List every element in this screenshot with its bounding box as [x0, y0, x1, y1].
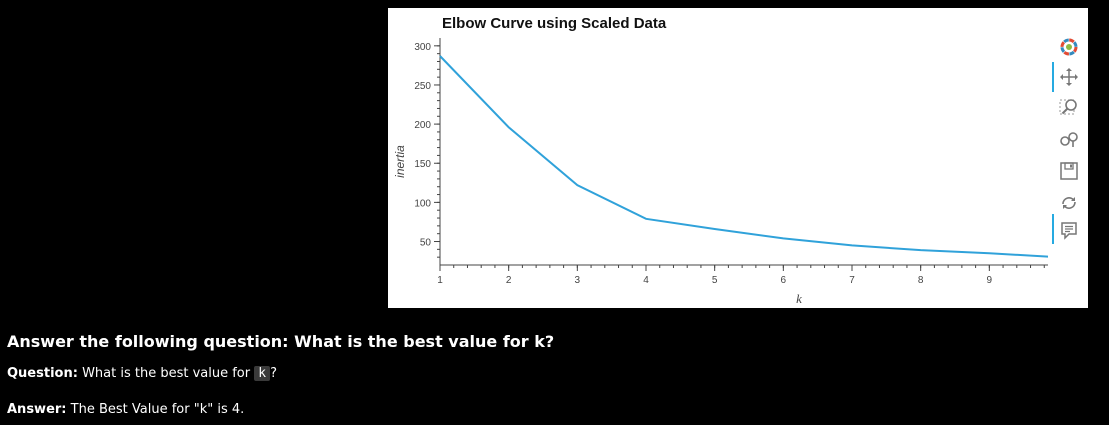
y-axis-label: inertia	[393, 145, 407, 178]
x-tick-label: 1	[437, 275, 443, 286]
reset-icon[interactable]	[1058, 192, 1082, 214]
data-point	[919, 248, 923, 252]
pan-icon[interactable]	[1058, 66, 1082, 88]
y-tick-label: 100	[414, 198, 431, 209]
save-icon[interactable]	[1058, 160, 1082, 182]
question-end: ?	[270, 366, 277, 381]
answer-label: Answer:	[7, 402, 67, 417]
plot-panel: Elbow Curve using Scaled Data 50 100 150 20…	[388, 8, 1088, 308]
x-tick-label: 7	[849, 275, 855, 286]
active-tool-indicator	[1052, 62, 1054, 92]
x-tick-label: 5	[712, 275, 718, 286]
x-tick-label: 9	[987, 275, 993, 286]
x-tick-label: 8	[918, 275, 924, 286]
x-tick-label: 2	[506, 275, 512, 286]
data-point	[850, 243, 854, 247]
series-line	[439, 55, 1048, 258]
chart-title: Elbow Curve using Scaled Data	[442, 15, 667, 32]
active-inspect-indicator	[1052, 214, 1054, 244]
box-zoom-icon[interactable]	[1058, 96, 1082, 118]
data-point	[575, 183, 579, 187]
qa-heading: Answer the following question: What is t…	[7, 332, 555, 351]
logo-icon[interactable]	[1058, 36, 1082, 58]
y-tick-label: 300	[414, 42, 431, 53]
y-tick-label: 200	[414, 120, 431, 131]
data-point	[644, 217, 648, 221]
question-code: k	[254, 366, 271, 381]
plot-toolbar	[1052, 34, 1088, 254]
y-tick-label: 50	[420, 238, 432, 249]
data-point	[713, 227, 717, 231]
data-point	[438, 54, 442, 58]
hover-icon[interactable]	[1058, 220, 1082, 242]
answer-text: The Best Value for "k" is 4.	[70, 402, 245, 417]
x-tick-label: 3	[575, 275, 581, 286]
question-line: Question: What is the best value for k?	[7, 366, 277, 381]
answer-line: Answer: The Best Value for "k" is 4.	[7, 402, 244, 417]
y-tick-label: 150	[414, 159, 431, 170]
data-point	[507, 125, 511, 129]
chart-svg: 5010015020025030012345678910kinertia	[393, 38, 1048, 306]
x-axis-label: k	[796, 291, 802, 306]
data-point	[781, 236, 785, 240]
data-point	[987, 251, 991, 255]
question-text: What is the best value for	[82, 366, 251, 381]
question-label: Question:	[7, 366, 78, 381]
wheel-zoom-icon[interactable]	[1058, 128, 1082, 150]
x-tick-label: 6	[781, 275, 787, 286]
x-tick-label: 4	[643, 275, 649, 286]
y-tick-label: 250	[414, 81, 431, 92]
